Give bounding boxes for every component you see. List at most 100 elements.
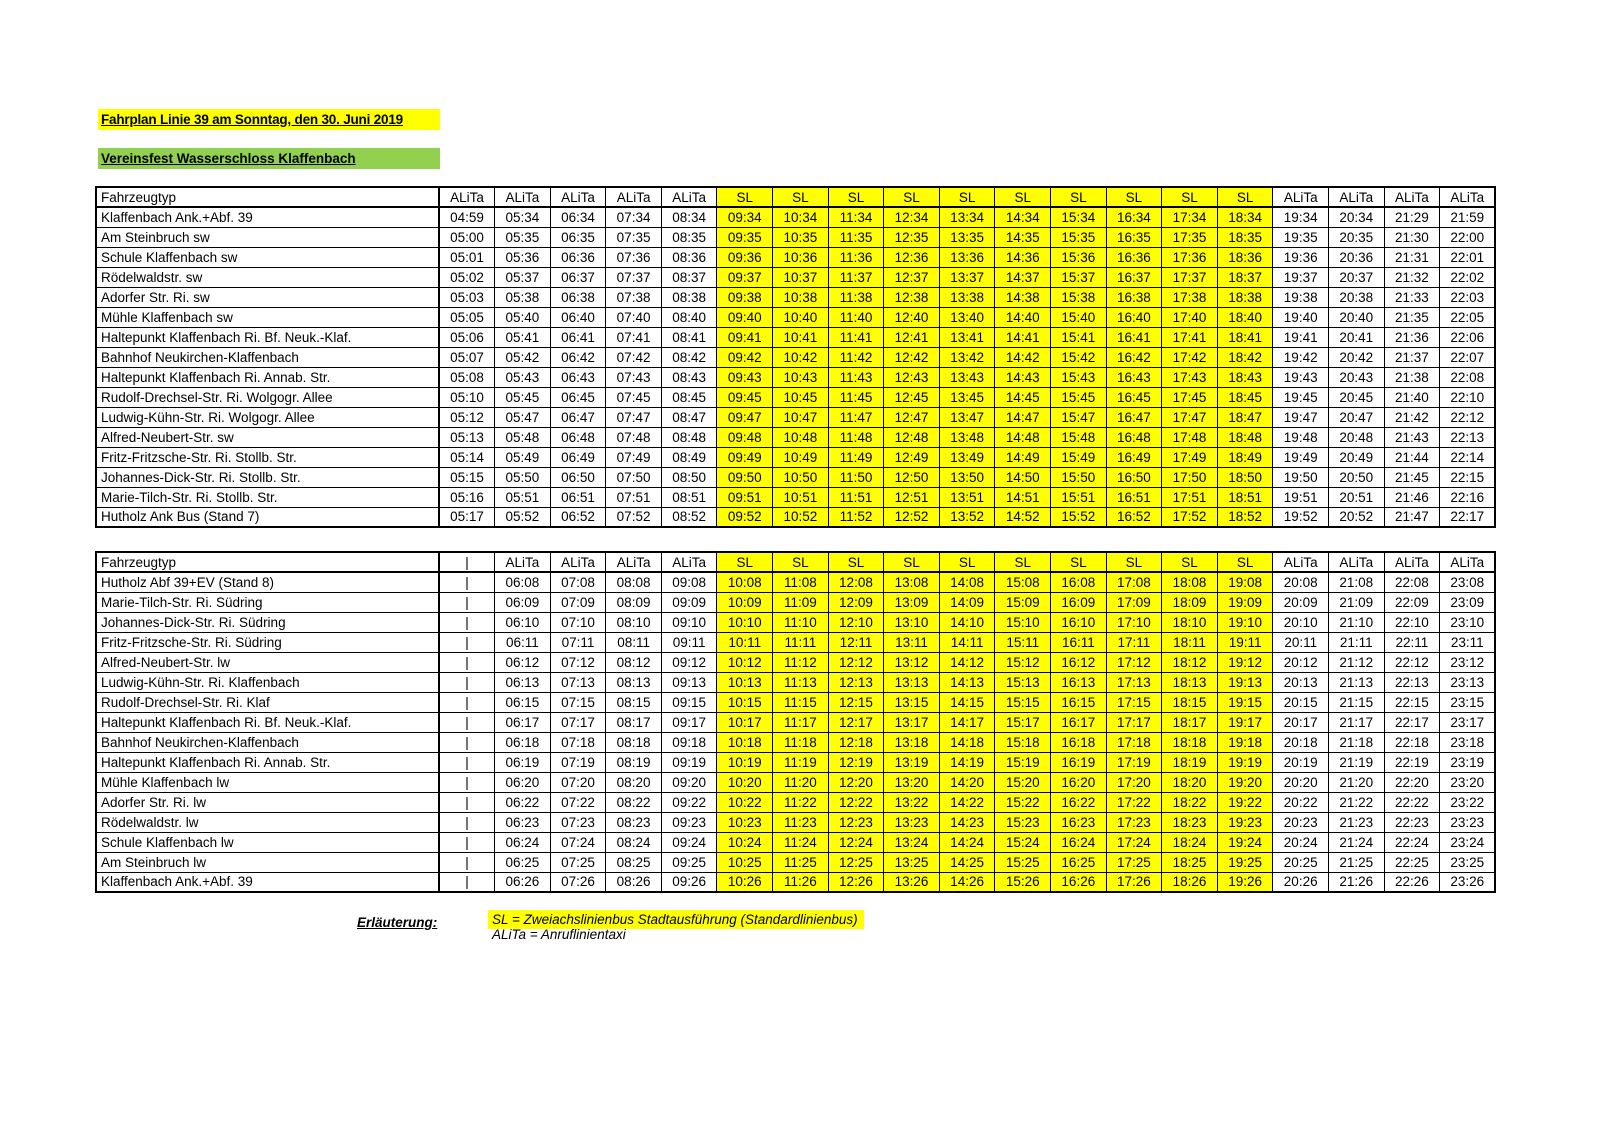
- time-cell: 15:45: [1050, 386, 1107, 408]
- time-cell: 18:13: [1161, 671, 1218, 693]
- time-cell: 11:35: [827, 226, 885, 248]
- time-cell: 11:47: [827, 406, 885, 428]
- table-row: Hutholz Abf 39+EV (Stand 8) | 06:08 07:08 08…: [95, 571, 1496, 593]
- time-cell: 17:25: [1105, 851, 1163, 873]
- no-service-cell: |: [438, 851, 496, 873]
- time-cell: 12:52: [883, 506, 940, 528]
- time-cell: 16:24: [1050, 831, 1107, 853]
- time-cell: 16:45: [1105, 386, 1163, 408]
- time-cell: 13:51: [938, 486, 996, 508]
- time-cell: 20:42: [1328, 346, 1385, 368]
- time-cell: 13:19: [883, 751, 940, 773]
- time-cell: 15:20: [994, 771, 1052, 793]
- time-cell: 05:37: [494, 266, 551, 288]
- table-row: Hutholz Ank Bus (Stand 7) 05:17 05:52 06:52…: [95, 506, 1496, 528]
- time-cell: 17:23: [1105, 811, 1163, 833]
- time-cell: 11:09: [772, 591, 829, 613]
- time-cell: 09:41: [716, 326, 774, 348]
- table-row: Rödelwaldstr. sw 05:02 05:37 06:37 07:37 08:3…: [95, 266, 1496, 288]
- time-cell: 20:23: [1272, 811, 1329, 833]
- time-cell: 20:43: [1328, 366, 1385, 388]
- table-row: Rudolf-Drechsel-Str. Ri. Wolgogr. Allee 0…: [95, 386, 1496, 408]
- time-cell: 19:25: [1216, 851, 1274, 873]
- table-row: Bahnhof Neukirchen-Klaffenbach 05:07 05:42…: [95, 346, 1496, 368]
- time-cell: 07:52: [605, 506, 662, 528]
- time-cell: 07:41: [605, 326, 662, 348]
- station-cell: Alfred-Neubert-Str. sw: [95, 426, 440, 448]
- time-cell: 06:20: [494, 771, 551, 793]
- time-cell: 08:36: [660, 246, 718, 268]
- time-cell: 09:11: [660, 631, 718, 653]
- time-cell: 05:07: [438, 346, 496, 368]
- column-header: SL: [938, 551, 996, 573]
- time-cell: 08:12: [605, 651, 662, 673]
- time-cell: 22:14: [1439, 446, 1496, 468]
- no-service-cell: |: [438, 671, 496, 693]
- table-row: Klaffenbach Ank.+Abf. 39 | 06:26 07:26 08:26…: [95, 871, 1496, 893]
- time-cell: 08:18: [605, 731, 662, 753]
- time-cell: 11:45: [827, 386, 885, 408]
- time-cell: 05:51: [494, 486, 551, 508]
- time-cell: 05:42: [494, 346, 551, 368]
- no-service-cell: |: [438, 631, 496, 653]
- time-cell: 19:08: [1216, 571, 1274, 593]
- time-cell: 09:10: [660, 611, 718, 633]
- time-cell: 15:10: [994, 611, 1052, 633]
- column-header: SL: [883, 186, 940, 208]
- time-cell: 10:43: [772, 366, 829, 388]
- time-cell: 15:13: [994, 671, 1052, 693]
- time-cell: 23:25: [1439, 851, 1496, 873]
- vehicle-type-header: Fahrzeugtyp: [95, 186, 440, 208]
- time-cell: 07:08: [549, 571, 607, 593]
- time-cell: 12:41: [883, 326, 940, 348]
- time-cell: 14:24: [938, 831, 996, 853]
- time-cell: 14:36: [994, 246, 1052, 268]
- column-header: ALiTa: [1439, 551, 1496, 573]
- time-cell: 09:08: [660, 571, 718, 593]
- time-cell: 15:11: [994, 631, 1052, 653]
- time-cell: 11:25: [772, 851, 829, 873]
- station-cell: Marie-Tilch-Str. Ri. Südring: [95, 591, 440, 613]
- no-service-cell: |: [438, 791, 496, 813]
- time-cell: 21:11: [1328, 631, 1385, 653]
- no-service-cell: |: [438, 611, 496, 633]
- time-cell: 13:20: [883, 771, 940, 793]
- time-cell: 10:11: [716, 631, 774, 653]
- time-cell: 23:08: [1439, 571, 1496, 593]
- time-cell: 16:47: [1105, 406, 1163, 428]
- time-cell: 05:35: [494, 226, 551, 248]
- time-cell: 20:25: [1272, 851, 1329, 873]
- time-cell: 06:42: [549, 346, 607, 368]
- time-cell: 15:49: [1050, 446, 1107, 468]
- time-cell: 15:38: [1050, 286, 1107, 308]
- station-cell: Schule Klaffenbach lw: [95, 831, 440, 853]
- column-header: ALiTa: [1439, 186, 1496, 208]
- time-cell: 17:45: [1161, 386, 1218, 408]
- time-cell: 05:36: [494, 246, 551, 268]
- time-cell: 17:11: [1105, 631, 1163, 653]
- time-cell: 19:50: [1272, 466, 1329, 488]
- time-cell: 16:42: [1105, 346, 1163, 368]
- time-cell: 21:42: [1383, 406, 1441, 428]
- time-cell: 20:13: [1272, 671, 1329, 693]
- time-cell: 13:26: [883, 871, 940, 893]
- time-cell: 06:17: [494, 711, 551, 733]
- time-cell: 12:22: [827, 791, 885, 813]
- time-cell: 19:37: [1272, 266, 1329, 288]
- time-cell: 16:25: [1050, 851, 1107, 873]
- time-cell: 11:42: [827, 346, 885, 368]
- column-header: ALiTa: [1272, 551, 1329, 573]
- time-cell: 15:09: [994, 591, 1052, 613]
- time-cell: 12:38: [883, 286, 940, 308]
- time-cell: 22:15: [1383, 691, 1441, 713]
- time-cell: 07:15: [549, 691, 607, 713]
- time-cell: 23:17: [1439, 711, 1496, 733]
- time-cell: 10:45: [772, 386, 829, 408]
- time-cell: 13:43: [938, 366, 996, 388]
- time-cell: 05:06: [438, 326, 496, 348]
- time-cell: 06:08: [494, 571, 551, 593]
- time-cell: 16:23: [1050, 811, 1107, 833]
- time-cell: 06:09: [494, 591, 551, 613]
- time-cell: 10:38: [772, 286, 829, 308]
- time-cell: 22:10: [1383, 611, 1441, 633]
